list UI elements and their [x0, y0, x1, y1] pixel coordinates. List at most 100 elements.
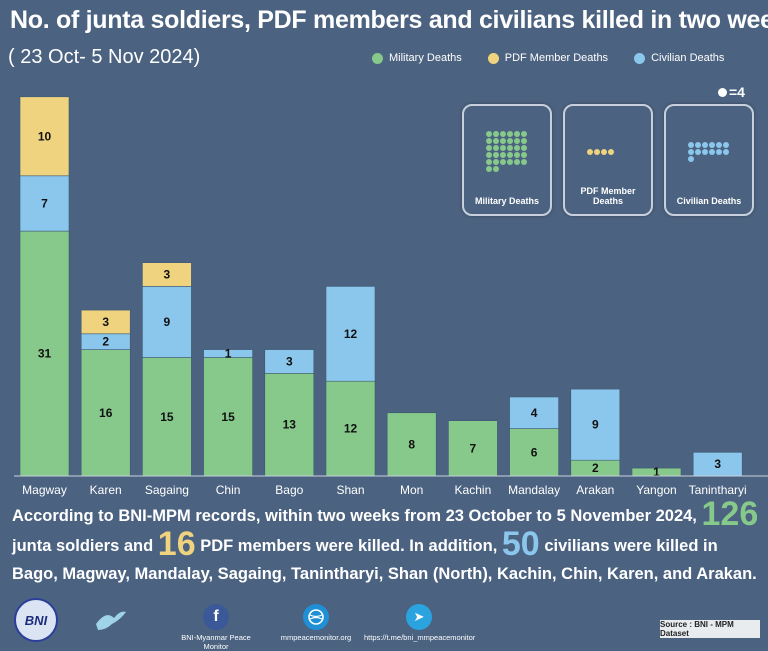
- box-dot: [723, 141, 729, 148]
- website-link[interactable]: mmpeacemonitor.org: [276, 604, 356, 642]
- bar-value-label: 10: [38, 129, 52, 143]
- box-dot: [594, 148, 600, 155]
- box-dot: [500, 159, 506, 165]
- box-dot: [601, 148, 607, 155]
- bar-value-label: 31: [38, 347, 52, 361]
- dove-logo-icon: [92, 606, 130, 636]
- bar-magway-pdf-member-deaths: [19, 96, 70, 177]
- facebook-label: BNI-Myanmar Peace Monitor: [181, 633, 251, 651]
- chart-title: No. of junta soldiers, PDF members and c…: [10, 6, 768, 34]
- box-dot: [709, 148, 715, 155]
- website-label: mmpeacemonitor.org: [280, 633, 352, 642]
- summary-part-1: According to BNI-MPM records, within two…: [12, 507, 697, 525]
- legend-label-civilian: Civilian Deaths: [651, 52, 725, 64]
- bar-value-label: 13: [283, 418, 297, 432]
- facebook-link[interactable]: f BNI-Myanmar Peace Monitor: [168, 604, 264, 651]
- telegram-icon: ➤: [406, 604, 432, 630]
- legend-item-civilian: Civilian Deaths: [634, 52, 724, 64]
- bar-karen-military-deaths: [80, 349, 131, 477]
- x-tick-tanintharyi: Tanintharyi: [689, 483, 747, 497]
- bar-kachin-military-deaths: [448, 420, 498, 477]
- bar-value-label: 8: [408, 437, 415, 451]
- box-dot: [716, 141, 722, 148]
- x-tick-chin: Chin: [216, 483, 241, 497]
- summary-part-2: junta soldiers and: [12, 537, 154, 555]
- box-dot: [521, 131, 527, 137]
- box-dot: [723, 148, 729, 155]
- pdf-box: PDF Member Deaths: [563, 104, 653, 216]
- source-label: Source : BNI - MPM Dataset: [660, 620, 760, 638]
- bar-value-label: 9: [164, 315, 171, 329]
- box-dot: [507, 152, 513, 158]
- pdf-total: 16: [157, 525, 196, 563]
- box-dot: [695, 148, 701, 155]
- military-dot-icon: [372, 52, 383, 64]
- box-dot: [521, 145, 527, 151]
- summary-part-3: PDF members were killed. In addition,: [200, 537, 498, 555]
- bar-value-label: 1: [225, 347, 232, 361]
- box-dot: [521, 159, 527, 165]
- globe-icon: [303, 604, 329, 630]
- bar-karen-pdf-member-deaths: [80, 309, 131, 335]
- x-tick-mon: Mon: [400, 483, 423, 497]
- bar-magway-military-deaths: [19, 230, 70, 477]
- bar-value-label: 4: [531, 406, 538, 420]
- box-dot: [702, 141, 708, 148]
- box-dot: [521, 152, 527, 158]
- bar-shan-military-deaths: [325, 380, 376, 477]
- scale-dot-icon: [718, 87, 727, 97]
- box-dot: [486, 159, 492, 165]
- bar-value-label: 15: [221, 410, 235, 424]
- bar-value-label: 9: [592, 418, 599, 432]
- box-dot: [507, 159, 513, 165]
- bar-value-label: 16: [99, 406, 113, 420]
- civilian-box: Civilian Deaths: [664, 104, 754, 216]
- bar-chin-civilian-deaths: [203, 349, 253, 358]
- bar-mandalay-military-deaths: [509, 428, 559, 477]
- box-dot: [493, 138, 499, 144]
- box-dot: [486, 138, 492, 144]
- box-dot: [688, 155, 694, 162]
- bar-value-label: 7: [470, 441, 477, 455]
- legend: Military Deaths PDF Member Deaths Civili…: [372, 52, 750, 64]
- box-dot: [514, 159, 520, 165]
- bar-mandalay-civilian-deaths: [509, 396, 559, 429]
- box-dot: [514, 131, 520, 137]
- bar-value-label: 3: [286, 354, 293, 368]
- box-dot: [709, 141, 715, 148]
- bar-sagaing-pdf-member-deaths: [142, 262, 192, 287]
- box-dot: [486, 145, 492, 151]
- box-dot: [507, 145, 513, 151]
- bar-value-label: 2: [102, 335, 109, 349]
- bar-bago-civilian-deaths: [264, 349, 315, 374]
- scale-label: =4: [729, 84, 745, 100]
- summary-text: According to BNI-MPM records, within two…: [12, 497, 764, 588]
- box-dot: [500, 145, 506, 151]
- civilian-box-label: Civilian Deaths: [676, 196, 742, 206]
- x-tick-mandalay: Mandalay: [508, 483, 560, 497]
- box-dot: [514, 152, 520, 158]
- telegram-link[interactable]: ➤ https://t.me/bni_mmpeacemonitor: [364, 604, 476, 642]
- box-dot: [493, 159, 499, 165]
- bar-value-label: 3: [102, 315, 109, 329]
- stacked-bar-chart: 31710Magway1623Karen1593Sagaing151Chin13…: [14, 96, 768, 497]
- box-dot: [702, 148, 708, 155]
- box-dot: [493, 145, 499, 151]
- box-dot: [507, 131, 513, 137]
- box-dot: [514, 145, 520, 151]
- telegram-label: https://t.me/bni_mmpeacemonitor: [364, 633, 476, 642]
- pdf-dot-icon: [487, 52, 499, 64]
- box-dot: [587, 148, 593, 155]
- bar-value-label: 3: [714, 457, 721, 471]
- x-tick-karen: Karen: [90, 483, 122, 497]
- bar-value-label: 2: [592, 461, 599, 475]
- box-dot: [514, 138, 520, 144]
- x-tick-sagaing: Sagaing: [145, 483, 189, 497]
- legend-item-pdf: PDF Member Deaths: [487, 52, 608, 64]
- box-dot: [716, 148, 722, 155]
- box-dot: [688, 148, 694, 155]
- bar-value-label: 15: [160, 410, 174, 424]
- legend-label-military: Military Deaths: [389, 52, 462, 64]
- x-tick-kachin: Kachin: [455, 483, 492, 497]
- x-tick-bago: Bago: [275, 483, 303, 497]
